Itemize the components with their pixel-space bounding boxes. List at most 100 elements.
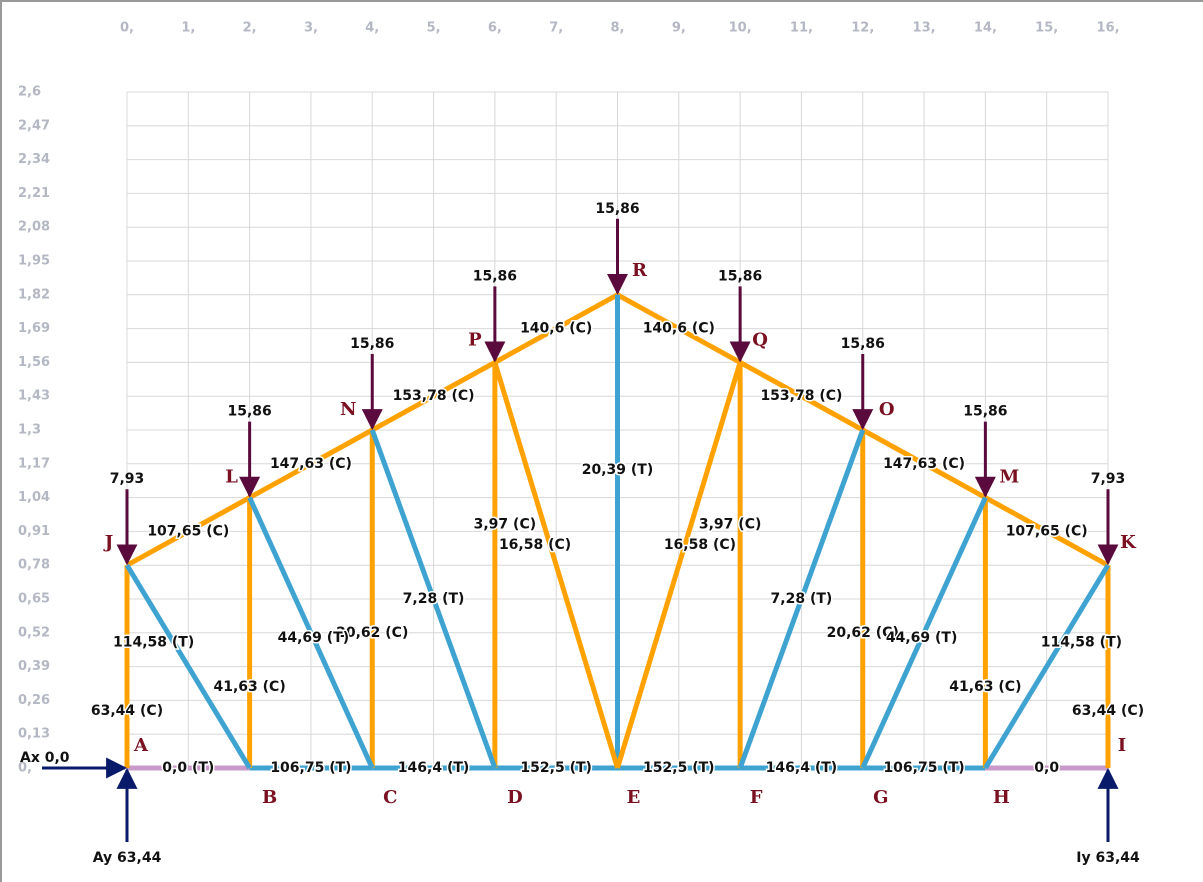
- node-label: I: [1118, 735, 1126, 756]
- member: [125, 495, 251, 568]
- member: [371, 360, 497, 433]
- x-tick-label: 1,: [181, 21, 195, 36]
- load-value: 15,86: [595, 201, 639, 217]
- reaction-label: Ay 63,44: [93, 850, 162, 866]
- member-force: 114,58 (T): [113, 634, 194, 650]
- reaction-label: Iy 63,44: [1076, 850, 1140, 866]
- node-label: Q: [752, 329, 768, 350]
- member-force: 20,62 (C): [827, 625, 899, 641]
- x-tick-label: 3,: [304, 21, 318, 36]
- member: [369, 429, 498, 769]
- y-tick-label: 0,39: [18, 659, 50, 674]
- member-force: 20,39 (T): [582, 462, 654, 478]
- member: [615, 361, 743, 769]
- member-force: 41,63 (C): [214, 679, 286, 695]
- member-force: 20,62 (C): [336, 625, 408, 641]
- member: [616, 292, 742, 365]
- member-force: 152,5 (T): [643, 760, 715, 776]
- y-tick-label: 1,04: [18, 490, 50, 505]
- y-tick-label: 1,82: [18, 287, 50, 302]
- y-tick-label: 2,21: [18, 186, 50, 201]
- member-force: 107,65 (C): [147, 523, 229, 539]
- x-tick-label: 14,: [974, 21, 997, 36]
- load-value: 15,86: [227, 404, 271, 420]
- member-force: 63,44 (C): [91, 703, 163, 719]
- load-value: 7,93: [110, 471, 145, 487]
- y-tick-label: 1,95: [18, 254, 50, 269]
- x-tick-label: 10,: [729, 21, 752, 36]
- member-force: 153,78 (C): [393, 388, 475, 404]
- member-force: 152,5 (T): [520, 760, 592, 776]
- member-force: 147,63 (C): [270, 456, 352, 472]
- node-label: F: [750, 787, 763, 808]
- member: [492, 361, 620, 769]
- y-tick-label: 2,47: [18, 118, 50, 133]
- x-tick-label: 12,: [851, 21, 874, 36]
- node-label: N: [340, 399, 356, 420]
- x-tick-label: 16,: [1096, 21, 1119, 36]
- member-force: 3,97 (C): [699, 517, 762, 533]
- member: [247, 496, 375, 770]
- member: [983, 563, 1111, 770]
- x-tick-label: 0,: [120, 21, 134, 36]
- node-label: J: [103, 532, 114, 553]
- y-tick-label: 1,56: [18, 355, 50, 370]
- node-label: P: [468, 329, 482, 350]
- node-label: B: [262, 787, 277, 808]
- y-tick-label: 0,78: [18, 558, 50, 573]
- y-tick-label: 2,6: [18, 85, 41, 100]
- load-value: 7,93: [1091, 471, 1126, 487]
- member: [860, 496, 988, 770]
- member: [738, 360, 864, 433]
- x-tick-label: 4,: [365, 21, 379, 36]
- node-label: K: [1120, 532, 1137, 553]
- node-label: C: [383, 787, 397, 808]
- y-tick-label: 0,13: [18, 727, 50, 742]
- x-tick-label: 8,: [611, 21, 625, 36]
- member-force: 41,63 (C): [949, 679, 1021, 695]
- member-force: 63,44 (C): [1072, 703, 1144, 719]
- y-tick-label: 1,3: [18, 423, 41, 438]
- member-force: 153,78 (C): [760, 388, 842, 404]
- x-tick-label: 2,: [243, 21, 257, 36]
- member: [737, 429, 866, 769]
- node-label: O: [879, 399, 895, 420]
- y-tick-label: 0,91: [18, 524, 50, 539]
- x-tick-label: 6,: [488, 21, 502, 36]
- member-force: 0,0 (T): [162, 760, 214, 776]
- member: [124, 563, 252, 770]
- member-force: 147,63 (C): [883, 456, 965, 472]
- member-force: 140,6 (C): [520, 321, 592, 337]
- member: [861, 427, 987, 500]
- member-force: 7,28 (T): [403, 591, 465, 607]
- member: [248, 427, 374, 500]
- x-tick-label: 11,: [790, 21, 813, 36]
- member: [984, 495, 1110, 568]
- y-tick-label: 0,52: [18, 625, 50, 640]
- node-label: A: [133, 735, 149, 756]
- y-tick-label: 0,65: [18, 592, 50, 607]
- member-force: 16,58 (C): [499, 537, 571, 553]
- load-value: 15,86: [963, 404, 1007, 420]
- node-label: E: [627, 787, 641, 808]
- load-value: 15,86: [350, 336, 394, 352]
- load-value: 15,86: [718, 268, 762, 284]
- load-value: 15,86: [473, 268, 517, 284]
- x-tick-label: 15,: [1035, 21, 1058, 36]
- load-value: 15,86: [841, 336, 885, 352]
- member-force: 114,58 (T): [1041, 634, 1122, 650]
- y-tick-label: 0,26: [18, 693, 50, 708]
- x-tick-label: 13,: [913, 21, 936, 36]
- member-force: 146,4 (T): [766, 760, 838, 776]
- member-force: 44,69 (T): [886, 630, 958, 646]
- y-tick-label: 2,34: [18, 152, 50, 167]
- member-force: 7,28 (T): [771, 591, 833, 607]
- member-force: 0,0: [1034, 760, 1059, 776]
- member-force: 107,65 (C): [1006, 523, 1088, 539]
- member-force: 3,97 (C): [474, 517, 537, 533]
- x-tick-label: 9,: [672, 21, 686, 36]
- member-force: 140,6 (C): [643, 321, 715, 337]
- x-tick-label: 5,: [427, 21, 441, 36]
